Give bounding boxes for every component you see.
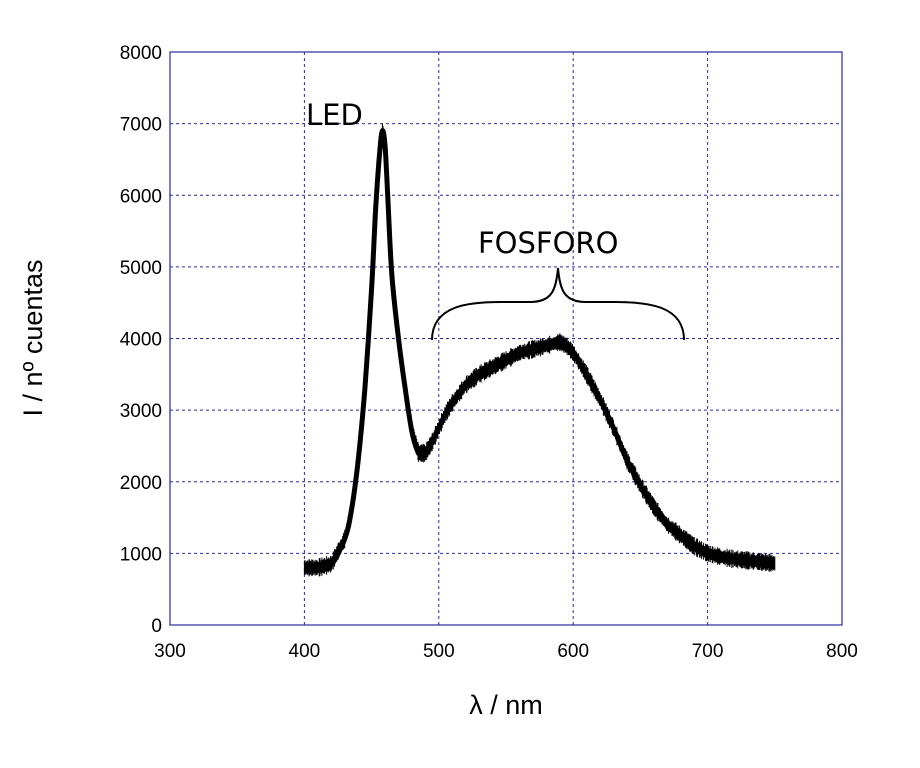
x-tick-labels: 300 400 500 600 700 800 bbox=[154, 641, 858, 662]
y-tick-label: 5000 bbox=[120, 258, 162, 279]
plot-frame bbox=[169, 51, 843, 626]
spectrum-series-line bbox=[304, 128, 776, 571]
fosforo-brace bbox=[431, 267, 685, 341]
x-tick-label: 600 bbox=[557, 641, 589, 662]
y-tick-label: 3000 bbox=[120, 401, 162, 422]
y-tick-labels: 0 1000 2000 3000 4000 5000 6000 7000 8000 bbox=[120, 43, 162, 637]
x-tick-label: 300 bbox=[154, 641, 186, 662]
annotation-fosforo: FOSFORO bbox=[478, 226, 618, 260]
x-tick-label: 800 bbox=[826, 641, 858, 662]
y-axis-label: I / nº cuentas bbox=[18, 260, 48, 417]
x-axis-label: λ / nm bbox=[469, 690, 543, 720]
y-tick-label: 4000 bbox=[120, 330, 162, 351]
y-tick-label: 6000 bbox=[120, 186, 162, 207]
y-tick-label: 2000 bbox=[120, 473, 162, 494]
y-tick-label: 0 bbox=[151, 616, 162, 637]
y-tick-label: 7000 bbox=[120, 115, 162, 136]
grid bbox=[169, 51, 843, 626]
annotation-led: LED bbox=[306, 98, 363, 132]
x-tick-label: 500 bbox=[423, 641, 455, 662]
y-tick-label: 8000 bbox=[120, 43, 162, 64]
x-tick-label: 700 bbox=[692, 641, 724, 662]
y-tick-label: 1000 bbox=[120, 544, 162, 565]
x-tick-label: 400 bbox=[289, 641, 321, 662]
